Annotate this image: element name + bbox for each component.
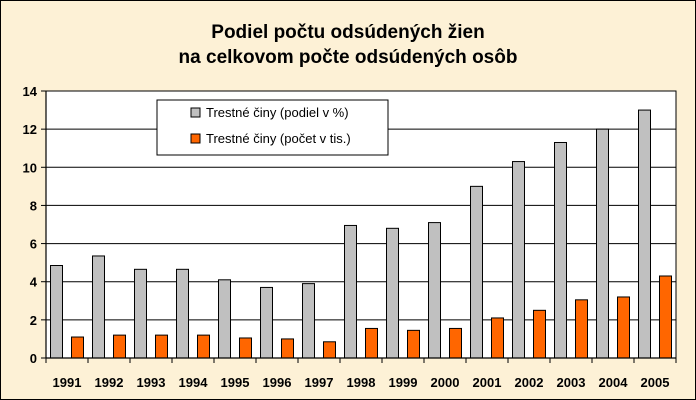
y-tick-label: 8	[30, 198, 37, 213]
x-tick-label: 1999	[389, 375, 418, 390]
bar-count-1991	[71, 336, 84, 359]
legend-swatch-count	[190, 133, 201, 144]
x-tick-label: 1998	[347, 375, 376, 390]
bar-share-1996	[260, 286, 273, 359]
x-tick-label: 1997	[305, 375, 334, 390]
bar-share-1993	[134, 268, 147, 359]
x-tick-label: 2001	[473, 375, 502, 390]
y-tick-label: 0	[30, 351, 37, 366]
y-tick-label: 12	[23, 122, 37, 137]
bar-share-1994	[176, 268, 189, 359]
x-axis-ticks: 1991 1992 1993 1994 1995 1996 1997 1998 1999 2000…	[45, 358, 677, 390]
x-tick-label: 2000	[431, 375, 460, 390]
bar-share-1991	[50, 265, 63, 359]
bar-share-1997	[302, 283, 315, 359]
bar-count-1993	[155, 334, 168, 359]
x-tick-label: 2002	[515, 375, 544, 390]
axes	[45, 90, 677, 359]
bar-count-1995	[239, 337, 252, 359]
bar-count-2000	[449, 327, 462, 359]
x-tick-label: 1993	[137, 375, 166, 390]
x-tick-label: 1992	[95, 375, 124, 390]
legend-label-share: Trestné činy (podiel v %)	[206, 105, 349, 120]
bar-share-2004	[596, 128, 609, 359]
y-tick-label: 6	[30, 237, 37, 252]
bar-count-2005	[659, 275, 672, 359]
y-tick-label: 2	[30, 313, 37, 328]
legend: Trestné činy (podiel v %) Trestné činy (…	[156, 99, 389, 156]
bars	[50, 109, 672, 359]
bar-count-2001	[491, 317, 504, 359]
bar-share-1995	[218, 279, 231, 359]
bar-count-2003	[575, 299, 588, 359]
bar-count-2002	[533, 309, 546, 359]
y-axis-ticks: 0 2 4 6 8 10 12 14	[23, 84, 46, 366]
chart-title-line-1: Podiel počtu odsúdených žien	[211, 22, 484, 43]
bar-count-1999	[407, 329, 420, 359]
x-tick-label: 1995	[221, 375, 250, 390]
legend-label-count: Trestné činy (počet v tis.)	[206, 131, 351, 146]
bar-share-1999	[386, 227, 399, 359]
bar-share-2003	[554, 141, 567, 359]
bar-share-2000	[428, 222, 441, 359]
bar-share-1998	[344, 224, 357, 359]
bar-share-1992	[92, 255, 105, 359]
bar-count-1997	[323, 341, 336, 359]
y-tick-label: 14	[23, 84, 38, 99]
y-tick-label: 10	[23, 160, 37, 175]
bar-count-1992	[113, 334, 126, 359]
bar-count-1996	[281, 338, 294, 359]
x-tick-label: 1994	[179, 375, 209, 390]
bar-count-1998	[365, 327, 378, 359]
x-tick-label: 2003	[557, 375, 586, 390]
bar-share-2001	[470, 185, 483, 359]
x-tick-label: 2004	[599, 375, 629, 390]
x-tick-label: 1991	[53, 375, 82, 390]
legend-swatch-share	[190, 107, 201, 118]
bar-count-2004	[617, 296, 630, 359]
bar-share-2005	[638, 109, 651, 359]
bar-count-1994	[197, 334, 210, 359]
x-tick-label: 2005	[641, 375, 670, 390]
y-tick-label: 4	[30, 275, 38, 290]
chart-title-line-2: na celkovom počte odsúdených osôb	[179, 47, 518, 68]
bar-share-2002	[512, 161, 525, 359]
x-tick-label: 1996	[263, 375, 292, 390]
